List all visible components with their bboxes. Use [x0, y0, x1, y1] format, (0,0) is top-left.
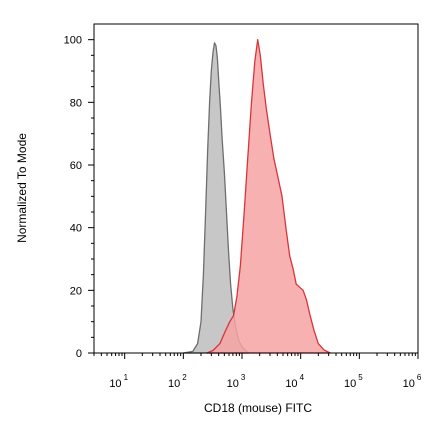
x-tick-label: 106 [403, 373, 422, 390]
y-axis-label: Normalized To Mode [15, 133, 29, 243]
x-tick-label: 105 [344, 373, 363, 390]
x-axis-label: CD18 (mouse) FITC [204, 401, 312, 415]
y-tick-label: 20 [70, 285, 82, 297]
y-tick-label: 60 [70, 160, 82, 172]
y-tick-label: 80 [70, 97, 82, 109]
x-tick-label: 101 [109, 373, 128, 390]
histogram-series-2 [206, 39, 331, 354]
plot-frame [93, 23, 419, 354]
y-tick-label: 40 [70, 223, 82, 235]
plot-series [182, 39, 331, 354]
x-tick-label: 104 [285, 373, 304, 390]
x-tick-label: 102 [168, 373, 187, 390]
x-tick-label: 103 [227, 373, 246, 390]
y-axis: 0 20 40 60 80 100 [64, 35, 94, 360]
x-axis: 101 102 103 104 105 106 [93, 353, 422, 390]
y-tick-label: 0 [76, 348, 82, 360]
y-tick-label: 100 [64, 35, 82, 47]
